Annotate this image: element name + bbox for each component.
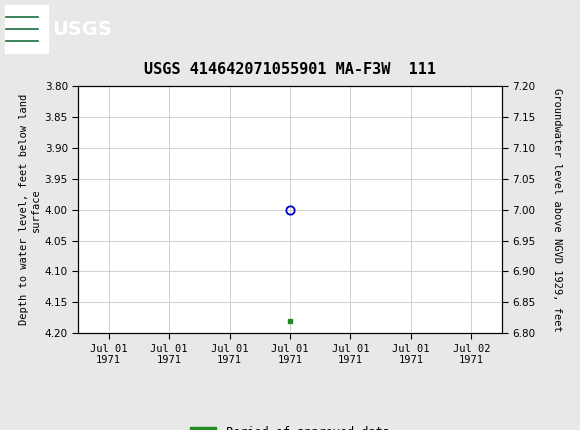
Legend: Period of approved data: Period of approved data (186, 421, 394, 430)
Y-axis label: Groundwater level above NGVD 1929, feet: Groundwater level above NGVD 1929, feet (552, 88, 562, 332)
Bar (5, 5, 48, 53)
Text: USGS 414642071055901 MA-F3W  111: USGS 414642071055901 MA-F3W 111 (144, 62, 436, 77)
Y-axis label: Depth to water level, feet below land
surface: Depth to water level, feet below land su… (19, 94, 41, 325)
Text: USGS: USGS (52, 19, 112, 39)
